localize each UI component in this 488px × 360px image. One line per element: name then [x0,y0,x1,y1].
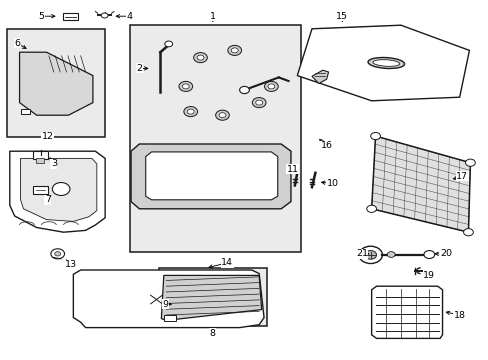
Circle shape [264,81,278,91]
Text: 8: 8 [209,328,215,338]
Ellipse shape [372,60,399,66]
Polygon shape [20,158,97,221]
Circle shape [215,110,229,120]
Bar [163,315,176,321]
Bar [33,186,48,194]
Bar [7,29,105,137]
Text: 2: 2 [136,64,142,73]
Circle shape [197,55,203,60]
Text: 12: 12 [42,132,54,141]
Polygon shape [371,286,442,338]
Text: 3: 3 [51,159,57,168]
Circle shape [465,159,474,166]
Circle shape [219,113,225,118]
Text: 17: 17 [455,172,467,181]
Text: 5: 5 [39,12,44,21]
Text: 21: 21 [355,249,367,258]
Circle shape [423,251,434,258]
Circle shape [182,84,189,89]
Circle shape [193,53,207,63]
Circle shape [370,132,380,140]
Polygon shape [311,70,328,84]
Bar [159,268,266,326]
Circle shape [51,249,64,259]
Text: 14: 14 [221,258,233,267]
Text: 1: 1 [209,12,215,21]
Text: 15: 15 [336,12,347,21]
Text: 18: 18 [453,310,465,320]
Circle shape [231,48,238,53]
Circle shape [463,229,472,236]
Polygon shape [20,52,93,115]
Polygon shape [10,151,105,232]
Text: 10: 10 [326,179,338,188]
Ellipse shape [367,58,404,68]
Bar [36,158,44,163]
Circle shape [386,252,394,257]
Polygon shape [297,25,468,101]
Bar [129,25,300,252]
Circle shape [267,84,274,89]
Text: 4: 4 [126,12,132,21]
Text: 13: 13 [65,260,77,269]
Text: 7: 7 [45,195,51,204]
Circle shape [364,251,376,259]
Circle shape [101,13,108,18]
Bar [20,109,30,114]
Bar [62,13,78,20]
Polygon shape [73,270,264,328]
Circle shape [252,98,265,108]
Text: 19: 19 [423,271,434,280]
Circle shape [187,109,194,114]
Circle shape [255,100,262,105]
Circle shape [52,183,70,195]
Text: 11: 11 [286,165,298,174]
Circle shape [239,86,249,94]
Circle shape [366,205,376,212]
Text: 16: 16 [320,141,332,150]
Polygon shape [161,275,261,320]
Circle shape [164,41,172,47]
Text: 20: 20 [439,249,451,258]
Circle shape [183,107,197,117]
Circle shape [55,252,61,256]
Circle shape [227,45,241,55]
Polygon shape [371,136,469,232]
Text: 6: 6 [14,39,20,48]
Circle shape [179,81,192,91]
Text: 9: 9 [162,300,168,309]
Polygon shape [145,152,277,200]
Circle shape [358,246,382,264]
Bar [33,151,48,159]
Polygon shape [131,144,290,209]
